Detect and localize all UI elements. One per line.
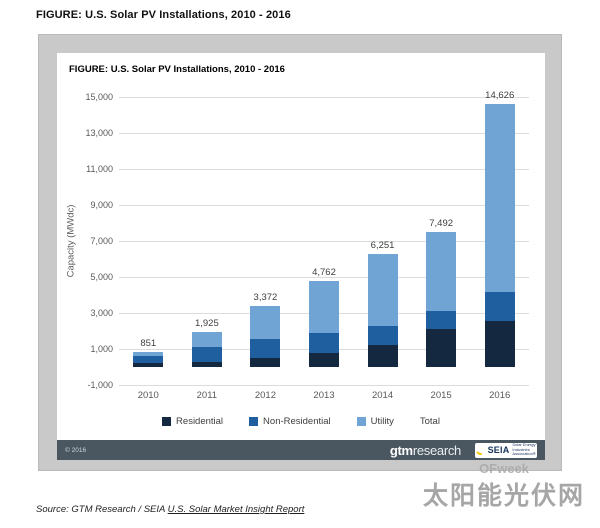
watermark-site-name: 太阳能光伏网 — [422, 482, 585, 510]
chart-panel: FIGURE: U.S. Solar PV Installations, 201… — [57, 53, 545, 460]
y-tick-label: 1,000 — [90, 344, 113, 354]
legend-item-residential: Residential — [162, 416, 223, 427]
legend-label-utility: Utility — [370, 416, 394, 427]
total-label-2012: 3,372 — [253, 292, 278, 304]
bar-segment-utility-2012 — [250, 306, 281, 339]
y-tick-label: 5,000 — [90, 272, 113, 282]
bar-segment-utility-2016 — [484, 103, 515, 292]
legend-item-total: Total — [420, 416, 440, 427]
bar-segment-utility-2014 — [367, 254, 398, 327]
chart-image-frame: FIGURE: U.S. Solar PV Installations, 201… — [38, 34, 562, 471]
legend: Residential Non-Residential Utility Total — [57, 416, 545, 427]
legend-swatch-residential — [162, 417, 172, 426]
bar-segment-residential-2010 — [133, 362, 164, 367]
gridline — [119, 205, 529, 206]
bar-segment-non-residential-2015 — [426, 311, 457, 330]
gridline — [119, 241, 529, 242]
y-tick-label: 9,000 — [90, 200, 113, 210]
gridline — [119, 133, 529, 134]
seia-logo-text: SEIA — [487, 445, 510, 455]
bar-segment-utility-2013 — [309, 281, 339, 333]
bar-segment-non-residential-2014 — [367, 326, 398, 345]
gtm-logo-light: research — [412, 442, 461, 458]
seia-tagline: Solar Energy Industries Association® — [512, 442, 536, 457]
y-tick-label: 7,000 — [90, 236, 113, 246]
bar-segment-residential-2016 — [484, 320, 515, 367]
seia-logo: SEIA Solar Energy Industries Association… — [474, 442, 537, 458]
bar-segment-residential-2014 — [367, 344, 398, 367]
total-label-2010: 851 — [140, 337, 157, 349]
figure-caption: FIGURE: U.S. Solar PV Installations, 201… — [36, 9, 291, 21]
bar-segment-residential-2015 — [426, 329, 457, 367]
source-line: Source: GTM Research / SEIA U.S. Solar M… — [36, 504, 304, 515]
x-tick-2010: 2010 — [137, 390, 159, 401]
total-label-2015: 7,492 — [429, 218, 454, 230]
total-label-2016: 14,626 — [485, 89, 515, 101]
x-tick-2014: 2014 — [371, 390, 394, 401]
legend-swatch-non-residential — [249, 417, 259, 426]
bar-segment-non-residential-2010 — [133, 356, 164, 363]
gridline — [119, 385, 529, 386]
bar-segment-residential-2012 — [250, 358, 281, 367]
x-tick-2012: 2012 — [254, 390, 276, 401]
bar-segment-non-residential-2012 — [250, 338, 281, 359]
bar-segment-utility-2011 — [191, 332, 222, 347]
source-link[interactable]: U.S. Solar Market Insight Report — [167, 504, 305, 515]
x-tick-2016: 2016 — [489, 390, 511, 401]
legend-label-total: Total — [419, 416, 440, 427]
x-tick-2013: 2013 — [313, 390, 335, 401]
bar-segment-non-residential-2011 — [191, 346, 222, 362]
y-tick-label: 13,000 — [85, 128, 113, 138]
legend-item-non-residential: Non-Residential — [249, 416, 331, 427]
plot-area: -1,000 1,000 3,000 5,000 7,000 9,000 11,000 13,… — [85, 90, 529, 401]
legend-item-utility: Utility — [356, 416, 394, 427]
gtm-logo-bold: gtm — [389, 442, 413, 458]
gtmresearch-logo: gtmresearch — [390, 443, 461, 458]
source-prefix: Source: GTM Research / SEIA — [36, 504, 168, 515]
legend-label-non-residential: Non-Residential — [263, 416, 331, 427]
chart-title: FIGURE: U.S. Solar PV Installations, 201… — [69, 64, 285, 75]
gridline — [119, 97, 529, 98]
y-tick-label: -1,000 — [87, 380, 113, 390]
gridline — [119, 169, 529, 170]
total-label-2013: 4,762 — [312, 267, 336, 279]
bar-segment-residential-2011 — [191, 361, 222, 367]
bar-segment-utility-2010 — [133, 351, 164, 357]
legend-swatch-utility — [356, 417, 366, 426]
gridline — [119, 277, 529, 278]
total-label-2014: 6,251 — [370, 240, 395, 252]
total-label-2011: 1,925 — [194, 318, 219, 330]
x-tick-2015: 2015 — [430, 390, 452, 401]
y-tick-label: 11,000 — [86, 164, 113, 174]
footer-strip: © 2016 gtmresearch SEIA Solar Energy Ind… — [57, 440, 545, 460]
bar-segment-utility-2015 — [426, 232, 457, 312]
legend-label-residential: Residential — [176, 416, 224, 427]
x-tick-2011: 2011 — [196, 390, 218, 401]
copyright-text: © 2016 — [65, 446, 87, 454]
y-tick-label: 3,000 — [90, 308, 113, 318]
y-tick-label: 15,000 — [85, 92, 113, 102]
bar-segment-non-residential-2016 — [484, 291, 515, 321]
bar-segment-residential-2013 — [309, 352, 339, 367]
seia-swoosh-icon — [474, 444, 487, 456]
bar-segment-non-residential-2013 — [309, 332, 339, 353]
